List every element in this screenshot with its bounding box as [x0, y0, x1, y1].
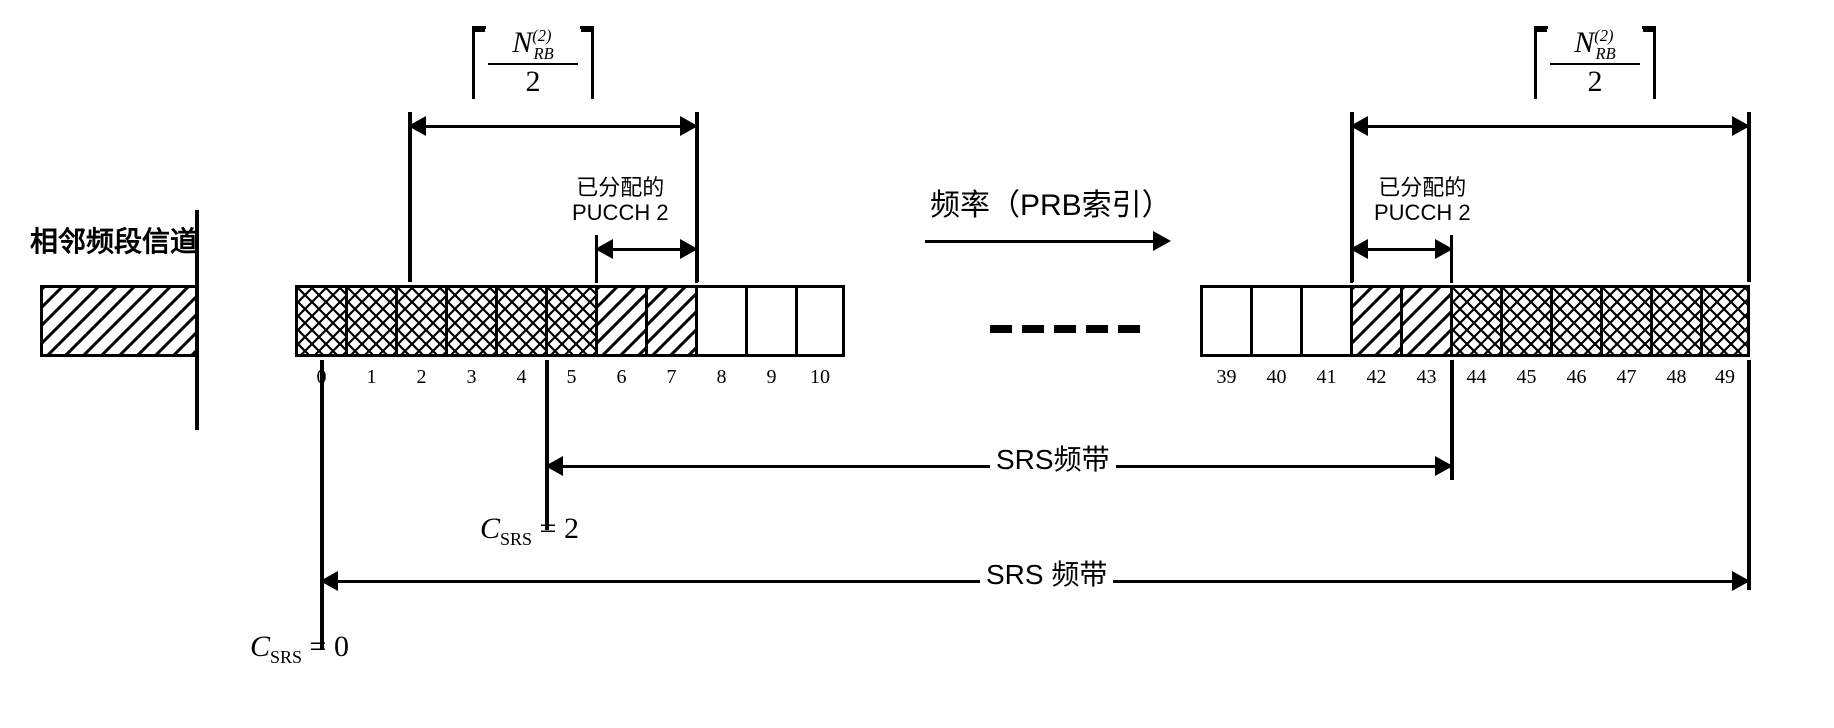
prb-cell: 7 [645, 285, 695, 357]
prb-index-label: 39 [1217, 366, 1237, 389]
prb-index-label: 5 [567, 366, 577, 389]
prb-index-label: 8 [717, 366, 727, 389]
prb-index-label: 47 [1617, 366, 1637, 389]
prb-index-label: 49 [1715, 366, 1735, 389]
prb-index-label: 44 [1467, 366, 1487, 389]
prb-index-label: 1 [367, 366, 377, 389]
prb-cell: 40 [1250, 285, 1300, 357]
adjacent-channel-label: 相邻频段信道 [30, 220, 198, 260]
srs-c2-formula: CSRS = 2 [480, 512, 579, 550]
prb-cell: 10 [795, 285, 845, 357]
prb-cell: 41 [1300, 285, 1350, 357]
prb-index-label: 9 [767, 366, 777, 389]
prb-cell: 6 [595, 285, 645, 357]
srs-band-c0-label: SRS 频带 [980, 553, 1113, 593]
nrb-formula-left: N(2)RB 2 [488, 28, 578, 97]
prb-cell: 4 [495, 285, 545, 357]
prb-cell: 43 [1400, 285, 1450, 357]
srs-c0-formula: CSRS = 0 [250, 630, 349, 668]
prb-index-label: 43 [1417, 366, 1437, 389]
prb-index-label: 6 [617, 366, 627, 389]
nrb-formula-right: N(2)RB 2 [1550, 28, 1640, 97]
prb-cell: 49 [1700, 285, 1750, 357]
prb-cell: 5 [545, 285, 595, 357]
prb-index-label: 4 [517, 366, 527, 389]
prb-index-label: 45 [1517, 366, 1537, 389]
prb-cell: 1 [345, 285, 395, 357]
prb-cell: 48 [1650, 285, 1700, 357]
prb-cell: 0 [295, 285, 345, 357]
left-prb-row: 012345678910 [295, 285, 845, 357]
frequency-axis-label: 频率（PRB索引） [930, 180, 1172, 224]
adjacent-channel-block [40, 285, 195, 357]
prb-index-label: 48 [1667, 366, 1687, 389]
srs-band-diagram: 相邻频段信道 012345678910 39404142434445464748… [20, 20, 1834, 708]
srs-band-c2-label: SRS频带 [990, 438, 1116, 478]
prb-cell: 46 [1550, 285, 1600, 357]
prb-index-label: 7 [667, 366, 677, 389]
prb-cell: 42 [1350, 285, 1400, 357]
prb-cell: 3 [445, 285, 495, 357]
left-pucch-label: 已分配的 PUCCH 2 [572, 175, 669, 226]
prb-index-label: 46 [1567, 366, 1587, 389]
prb-index-label: 42 [1367, 366, 1387, 389]
prb-index-label: 2 [417, 366, 427, 389]
prb-index-label: 3 [467, 366, 477, 389]
prb-index-label: 40 [1267, 366, 1287, 389]
prb-cell: 2 [395, 285, 445, 357]
prb-cell: 39 [1200, 285, 1250, 357]
prb-cell: 47 [1600, 285, 1650, 357]
prb-cell: 44 [1450, 285, 1500, 357]
right-pucch-label: 已分配的 PUCCH 2 [1374, 175, 1471, 226]
prb-cell: 8 [695, 285, 745, 357]
prb-cell: 9 [745, 285, 795, 357]
prb-index-label: 10 [810, 366, 830, 389]
prb-cell: 45 [1500, 285, 1550, 357]
continuation-ellipsis [990, 325, 1140, 333]
adjacent-channel-boundary [195, 210, 199, 430]
prb-index-label: 41 [1317, 366, 1337, 389]
right-prb-row: 3940414243444546474849 [1200, 285, 1750, 357]
